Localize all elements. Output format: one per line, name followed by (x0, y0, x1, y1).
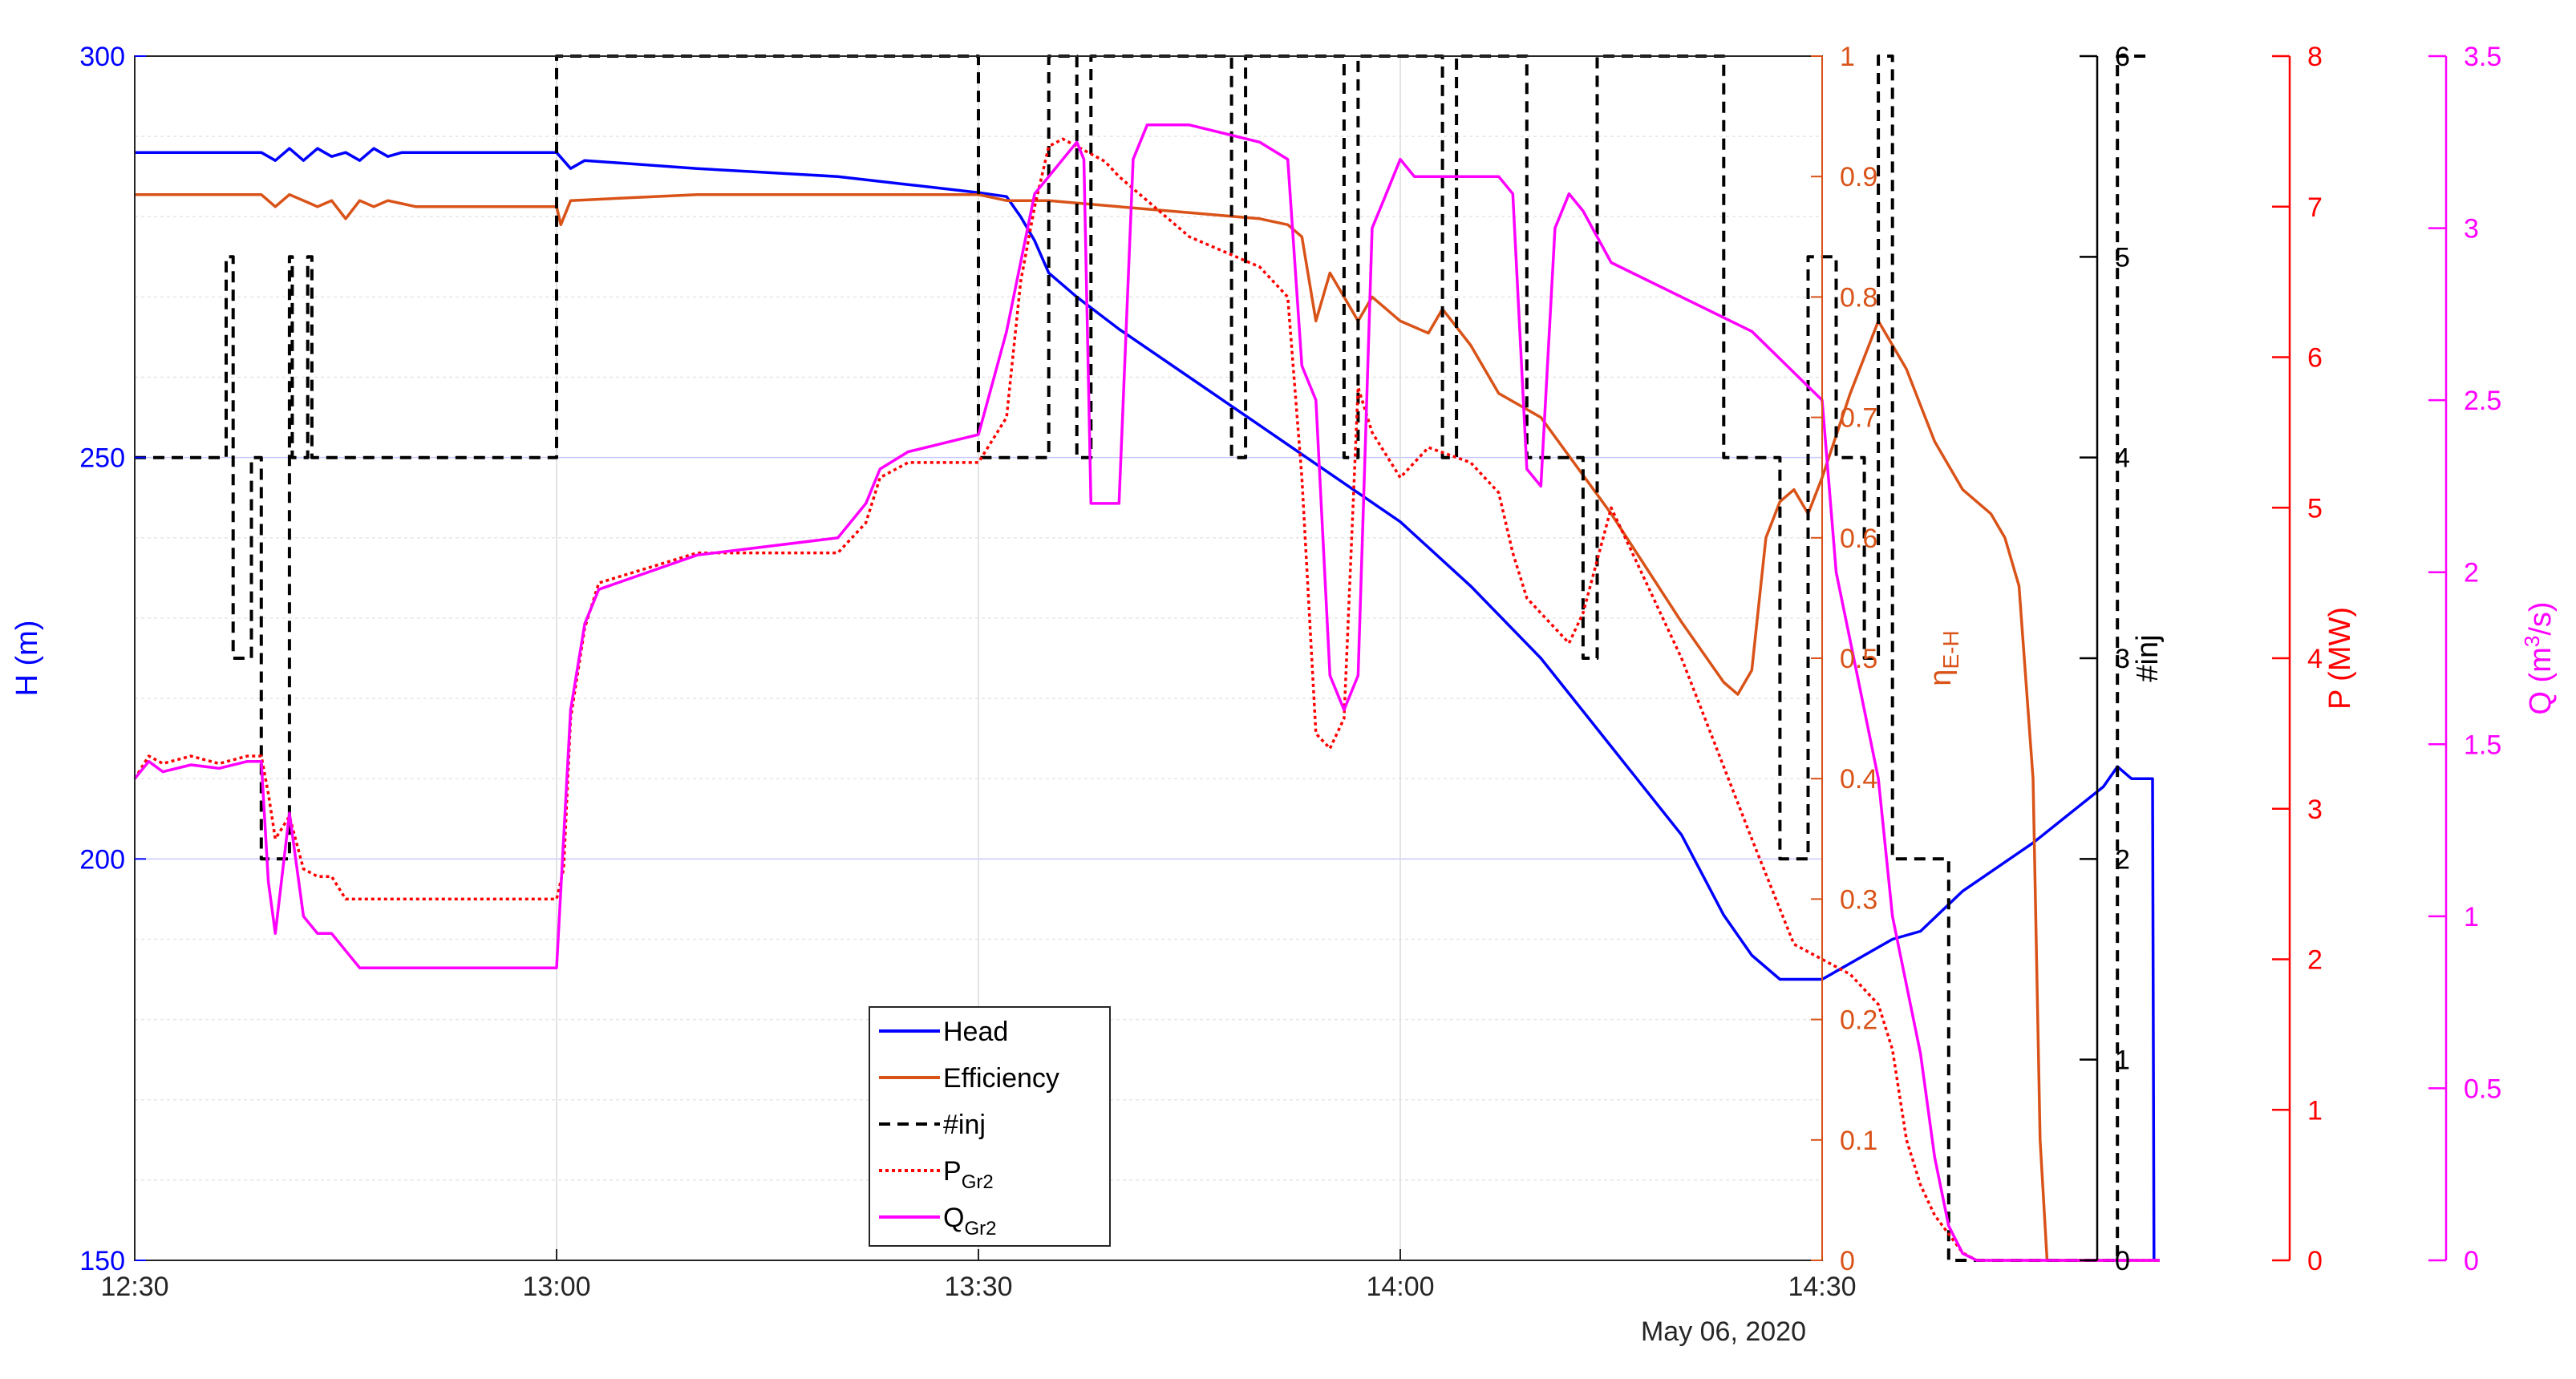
eta-axis-tick-label: 1 (1840, 42, 1855, 72)
eta-axis-tick-label: 0.5 (1840, 644, 1877, 674)
Q-axis-tick-label: 2 (2464, 558, 2479, 588)
Q-axis-tick-label: 1 (2464, 902, 2479, 932)
series-line-3 (133, 137, 2160, 1262)
P-axis-label: P (MW) (2323, 607, 2357, 710)
h-axis-tick-label: 150 (79, 1246, 125, 1276)
P-axis-tick-label: 7 (2307, 192, 2323, 223)
inj-axis-tick-label: 3 (2115, 644, 2130, 674)
P-axis-tick-label: 8 (2307, 42, 2323, 72)
eta-axis-tick-label: 0.7 (1840, 403, 1877, 434)
P-axis-tick-label: 4 (2307, 644, 2323, 674)
Q-axis-tick-label: 1.5 (2464, 730, 2501, 760)
P-axis-tick-label: 5 (2307, 493, 2323, 524)
Q-axis-label: Q (m3/s) (2520, 601, 2558, 714)
x-axis-tick-label: 14:30 (1788, 1272, 1856, 1302)
inj-axis-tick-label: 1 (2115, 1045, 2130, 1076)
Q-axis-tick-label: 3.5 (2464, 42, 2501, 72)
inj-axis-label: #inj (2131, 634, 2165, 681)
P-axis-tick-label: 3 (2307, 795, 2323, 825)
series-line-1 (135, 192, 2160, 1262)
h-axis-tick-label: 200 (79, 844, 125, 875)
eta-axis-label: ηE-H (1924, 630, 1963, 685)
P-axis-tick-label: 6 (2307, 343, 2323, 374)
eta-axis-tick-label: 0.4 (1840, 764, 1877, 795)
Q-axis-label-sup: 3 (2520, 636, 2544, 647)
legend-label-1: Efficiency (943, 1063, 1059, 1094)
eta-axis-tick-label: 0 (1840, 1246, 1855, 1276)
date-label: May 06, 2020 (1641, 1316, 1806, 1347)
Q-axis-label-tail: /s) (2524, 601, 2558, 635)
eta-axis-tick-label: 0.1 (1840, 1126, 1877, 1156)
series-line-4 (133, 123, 2160, 1262)
P-axis-tick-label: 2 (2307, 945, 2323, 976)
h-axis-label: H (m) (10, 621, 44, 697)
x-axis-tick-label: 12:30 (100, 1272, 168, 1302)
inj-axis-tick-label: 2 (2115, 844, 2130, 875)
eta-axis-tick-label: 0.8 (1840, 282, 1877, 313)
P-axis-tick-label: 1 (2307, 1095, 2323, 1126)
eta-axis-tick-label: 0.6 (1840, 524, 1877, 554)
Q-axis-tick-label: 0 (2464, 1246, 2479, 1276)
legend-label-2: #inj (943, 1110, 986, 1140)
inj-axis-tick-label: 0 (2115, 1246, 2130, 1276)
x-axis-tick-label: 13:00 (522, 1272, 590, 1302)
h-axis-tick-label: 250 (79, 443, 125, 474)
legend-label-sub-4: Gr2 (964, 1218, 996, 1239)
P-axis-tick-label: 0 (2307, 1246, 2323, 1276)
eta-axis-tick-label: 0.2 (1840, 1005, 1877, 1036)
Q-axis-tick-label: 2.5 (2464, 386, 2501, 416)
x-axis-tick-label: 13:30 (944, 1272, 1012, 1302)
Q-axis-tick-label: 0.5 (2464, 1074, 2501, 1104)
inj-axis-tick-label: 5 (2115, 242, 2130, 273)
eta-axis-tick-label: 0.3 (1840, 884, 1877, 915)
legend-label-sub-3: Gr2 (962, 1171, 994, 1193)
legend-label-0: Head (943, 1017, 1008, 1047)
Q-axis-tick-label: 3 (2464, 214, 2479, 245)
eta-axis-tick-label: 0.9 (1840, 162, 1877, 192)
inj-axis-tick-label: 4 (2115, 443, 2130, 474)
x-axis-tick-label: 14:00 (1366, 1272, 1434, 1302)
eta-axis-label-sub: E-H (1938, 630, 1963, 669)
inj-axis-tick-label: 6 (2115, 42, 2130, 72)
h-axis-tick-label: 300 (79, 42, 125, 72)
legend-box (869, 1006, 1111, 1247)
